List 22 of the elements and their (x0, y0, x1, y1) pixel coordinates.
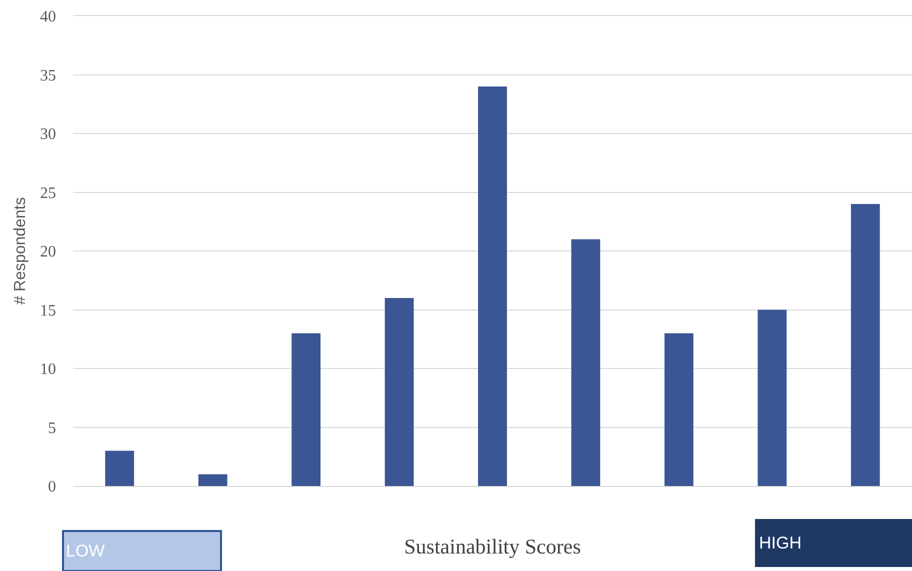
y-tick-label: 35 (40, 67, 56, 84)
bar (292, 333, 321, 486)
text: HIGH (759, 534, 802, 552)
bar (571, 239, 600, 486)
y-tick-label: 25 (40, 184, 56, 202)
y-tick-label: 40 (40, 8, 56, 26)
bar (384, 298, 414, 486)
y-tick-label: 15 (40, 302, 56, 320)
bar (850, 204, 880, 486)
bar (198, 474, 228, 486)
y-tick-label: 30 (40, 126, 56, 144)
y-tick-label: 10 (40, 361, 56, 378)
bar (664, 333, 694, 486)
x-axis-title: Sustainability Scores (404, 534, 581, 558)
bar (105, 450, 134, 486)
bar (758, 310, 787, 486)
y-axis-title: # Respondents (12, 197, 29, 305)
y-tick-label: 5 (48, 420, 56, 437)
text: LOW (66, 542, 105, 560)
y-tick-label: 20 (40, 244, 56, 261)
y-tick-label: 0 (48, 478, 56, 496)
bar (478, 86, 507, 486)
